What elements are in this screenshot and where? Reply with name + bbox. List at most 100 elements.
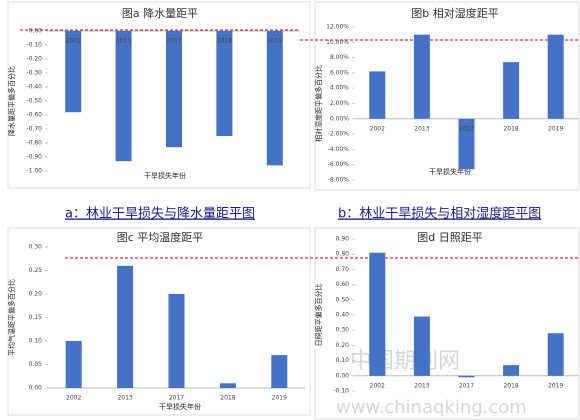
- x-tick-label: 2017: [169, 395, 184, 402]
- x-tick-label: 2019: [548, 382, 563, 389]
- watermark: 中国期刊网: [350, 349, 460, 374]
- y-tick-label: -0.10: [26, 42, 42, 49]
- x-tick-label: 2002: [370, 125, 385, 132]
- y-tick-label: 0.00%: [330, 115, 349, 122]
- y-tick-label: 0.05: [29, 361, 43, 368]
- y-tick-label: 10.00%: [326, 39, 349, 46]
- chart-title: 图a 降水量距平: [122, 6, 198, 20]
- bar: [413, 34, 430, 119]
- x-tick-label: 2013: [414, 125, 429, 132]
- y-tick-label: 0.90: [336, 236, 350, 243]
- bar: [547, 333, 564, 376]
- y-tick-label: 0.00: [29, 28, 43, 35]
- y-tick-label: 0.80: [336, 251, 350, 258]
- y-tick-label: 0.20: [29, 291, 43, 298]
- bar: [266, 31, 283, 166]
- bar: [168, 294, 185, 388]
- bar: [115, 31, 132, 162]
- chart-title: 图c 平均温度距平: [117, 230, 204, 244]
- y-axis-label: 相对湿度距平偏多百分比: [314, 65, 323, 142]
- y-tick-label: 0.00: [336, 372, 350, 379]
- caption: a：林业干旱损失与降水量距平图: [65, 207, 255, 222]
- y-tick-label: 0.30: [29, 244, 43, 251]
- x-tick-label: 2019: [548, 125, 563, 132]
- bar: [413, 316, 430, 376]
- x-tick-label: 2017: [459, 125, 474, 132]
- panel-frame: [7, 1, 311, 189]
- x-tick-label: 2019: [267, 38, 282, 45]
- y-tick-label: -0.90: [26, 154, 42, 161]
- y-tick-label: -0.20: [26, 56, 42, 63]
- y-tick-label: 0.00: [29, 385, 43, 392]
- watermark: www.chinaqking.com: [336, 397, 527, 418]
- bar: [503, 62, 520, 119]
- y-tick-label: -0.80: [26, 140, 42, 147]
- y-tick-label: 0.60: [336, 281, 350, 288]
- y-axis-label: 降水量距平偏多百分比: [7, 66, 16, 136]
- x-tick-label: 2018: [503, 382, 518, 389]
- x-tick-label: 2017: [459, 382, 474, 389]
- y-tick-label: 4.00%: [330, 85, 349, 92]
- chart-title: 图b 相对湿度距平: [411, 6, 498, 20]
- y-tick-label: -0.70: [26, 126, 42, 133]
- y-tick-label: 12.00%: [326, 24, 349, 31]
- panel-frame: [314, 227, 580, 420]
- x-tick-label: 2013: [414, 382, 429, 389]
- y-tick-label: -0.10: [333, 388, 349, 395]
- x-tick-label: 2018: [217, 38, 232, 45]
- x-tick-label: 2018: [220, 395, 235, 402]
- x-tick-label: 2002: [66, 395, 81, 402]
- x-axis-label: 干旱损失年份: [159, 402, 201, 411]
- chart-title: 图d 日照距平: [417, 231, 482, 244]
- y-tick-label: -0.40: [26, 84, 42, 91]
- y-axis-label: 平均气温距平偏多百分比: [7, 279, 16, 356]
- y-tick-label: 0.50: [336, 296, 350, 303]
- bar: [117, 265, 134, 388]
- y-tick-label: -2.00%: [328, 131, 350, 138]
- y-tick-label: -4.00%: [328, 146, 350, 153]
- y-tick-label: 0.10: [336, 357, 350, 364]
- y-tick-label: 2.00%: [330, 100, 349, 107]
- x-tick-label: 2002: [370, 382, 385, 389]
- x-tick-label: 2013: [116, 38, 131, 45]
- y-tick-label: 0.70: [336, 266, 350, 273]
- y-tick-label: 8.00%: [330, 54, 349, 61]
- x-tick-label: 2018: [503, 125, 518, 132]
- y-tick-label: -0.60: [26, 112, 42, 119]
- caption: b：林业干旱损失与相对湿度距平图: [338, 206, 541, 222]
- x-tick-label: 2019: [272, 395, 287, 402]
- bar: [166, 31, 182, 148]
- bar: [369, 71, 386, 119]
- y-axis-label: 日照距平偏多百分比: [314, 284, 323, 347]
- y-tick-label: -0.50: [26, 98, 42, 105]
- bar: [458, 375, 475, 378]
- bar: [503, 365, 520, 376]
- y-tick-label: 0.15: [29, 314, 43, 321]
- panel-frame: [314, 1, 580, 191]
- bar: [271, 355, 288, 388]
- bar: [369, 252, 386, 376]
- x-axis-label: 干旱损失年份: [144, 171, 186, 180]
- y-tick-label: 6.00%: [330, 69, 349, 76]
- bar: [547, 34, 564, 119]
- y-tick-label: -0.30: [26, 70, 42, 77]
- bar: [219, 383, 236, 388]
- y-tick-label: 0.20: [336, 342, 350, 349]
- x-tick-label: 2002: [66, 38, 81, 45]
- x-tick-label: 2013: [117, 395, 132, 402]
- bar: [65, 31, 82, 113]
- y-tick-label: -8.00%: [328, 177, 350, 184]
- bar: [216, 31, 233, 136]
- y-tick-label: 0.10: [29, 338, 43, 345]
- x-tick-label: 2017: [166, 38, 181, 45]
- y-tick-label: 0.25: [29, 267, 43, 274]
- panel-frame: [7, 227, 311, 416]
- y-tick-label: 0.40: [336, 312, 350, 319]
- bar: [65, 341, 82, 388]
- y-tick-label: -6.00%: [328, 161, 350, 168]
- y-tick-label: -1.00: [26, 168, 42, 175]
- x-axis-label: 干旱损失年份: [429, 167, 471, 176]
- y-tick-label: 0.30: [336, 327, 350, 334]
- bar: [458, 118, 475, 170]
